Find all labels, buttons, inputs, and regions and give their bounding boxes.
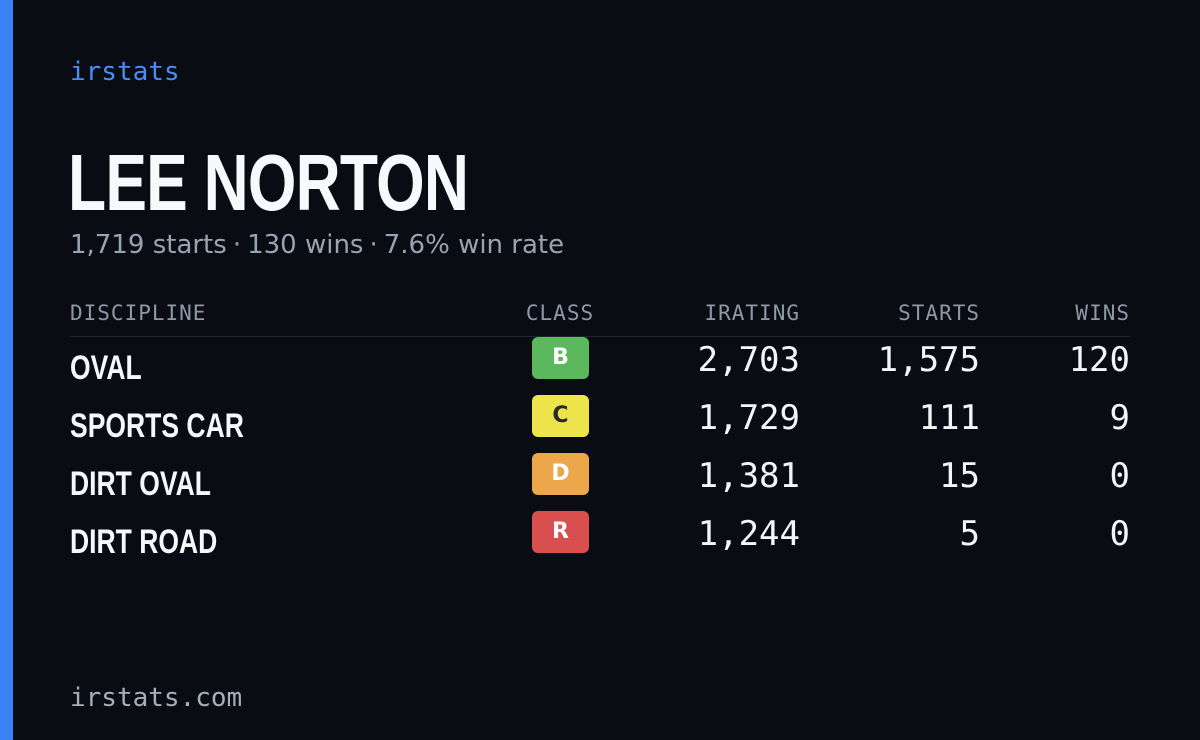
summary-win-rate: 7.6% win rate [383, 230, 565, 260]
class-badge: C [532, 395, 589, 437]
row-starts: 1,575 [877, 340, 980, 380]
table-row: OVAL B 2,703 1,575 120 [70, 337, 1130, 395]
row-starts: 111 [918, 398, 980, 438]
player-name: LEE NORTON [68, 138, 469, 227]
row-discipline: DIRT ROAD [70, 523, 218, 561]
header-class: CLASS [525, 301, 595, 325]
row-discipline: SPORTS CAR [70, 407, 244, 445]
row-wins: 0 [1109, 514, 1130, 554]
row-discipline: DIRT OVAL [70, 465, 211, 503]
row-irating: 2,703 [697, 340, 800, 380]
table-row: SPORTS CAR C 1,729 111 9 [70, 395, 1130, 453]
table-header: DISCIPLINE CLASS IRATING STARTS WINS [70, 298, 1130, 337]
class-badge: D [532, 453, 589, 495]
row-wins: 9 [1109, 398, 1130, 438]
row-irating: 1,244 [697, 514, 800, 554]
class-badge: R [532, 511, 589, 553]
row-wins: 120 [1068, 340, 1130, 380]
summary-wins: 130 wins [247, 230, 364, 260]
row-discipline: OVAL [70, 349, 142, 387]
footer-site-url: irstats.com [70, 683, 243, 713]
table-row: DIRT OVAL D 1,381 15 0 [70, 453, 1130, 511]
row-irating: 1,729 [697, 398, 800, 438]
discipline-stats-table: DISCIPLINE CLASS IRATING STARTS WINS OVA… [70, 298, 1130, 569]
class-badge: B [532, 337, 589, 379]
row-starts: 5 [959, 514, 980, 554]
summary-starts: 1,719 starts [70, 230, 227, 260]
row-irating: 1,381 [697, 456, 800, 496]
accent-bar [0, 0, 13, 740]
row-starts: 15 [939, 456, 980, 496]
header-irating: IRATING [704, 301, 800, 325]
table-row: DIRT ROAD R 1,244 5 0 [70, 511, 1130, 569]
header-discipline: DISCIPLINE [70, 301, 207, 325]
row-wins: 0 [1109, 456, 1130, 496]
player-summary: 1,719 starts · 130 wins · 7.6% win rate [70, 228, 564, 262]
summary-separator: · [369, 230, 378, 260]
header-starts: STARTS [898, 301, 980, 325]
summary-separator: · [232, 230, 242, 260]
header-wins: WINS [1075, 301, 1130, 325]
brand-logo-text: irstats [70, 57, 180, 87]
